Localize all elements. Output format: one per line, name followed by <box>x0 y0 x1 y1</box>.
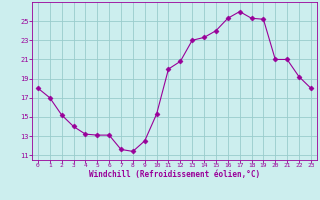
X-axis label: Windchill (Refroidissement éolien,°C): Windchill (Refroidissement éolien,°C) <box>89 170 260 179</box>
